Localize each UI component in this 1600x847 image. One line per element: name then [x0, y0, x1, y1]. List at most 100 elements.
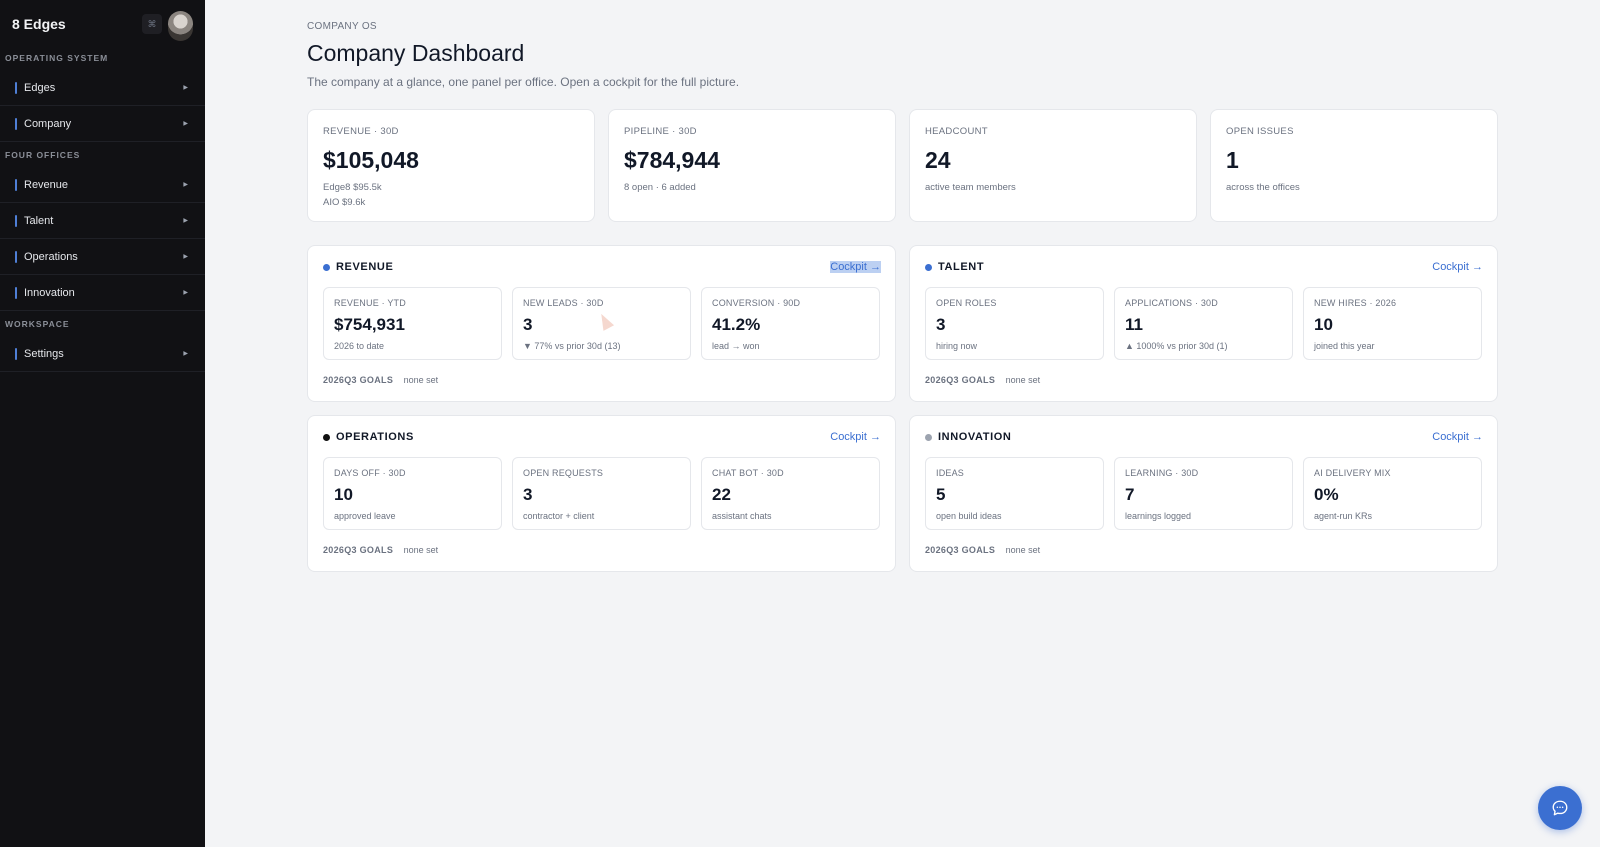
nav-accent-bar [15, 347, 17, 360]
app-name[interactable]: 8 Edges [12, 16, 66, 32]
cockpit-link-operations[interactable]: Cockpit → [830, 431, 881, 443]
metric-card[interactable]: NEW HIRES · 2026 10 joined this year [1303, 287, 1482, 360]
metric-card[interactable]: APPLICATIONS · 30D 11 ▲ 1000% vs prior 3… [1114, 287, 1293, 360]
stat-card-open-issues[interactable]: OPEN ISSUES 1 across the offices [1210, 109, 1498, 222]
stat-label: OPEN ISSUES [1226, 126, 1294, 137]
chevron-right-icon: ▶ [183, 182, 188, 188]
stat-value: 24 [925, 147, 951, 173]
metric-value: 0% [1314, 485, 1339, 504]
sidebar-item-company[interactable]: Company ▶ [0, 106, 205, 142]
metric-card[interactable]: AI DELIVERY MIX 0% agent-run KRs [1303, 457, 1482, 530]
metric-label: REVENUE · YTD [334, 298, 406, 308]
nav-accent-bar [15, 81, 17, 94]
metric-value: 10 [334, 485, 353, 504]
chevron-right-icon: ▶ [183, 290, 188, 296]
metric-sub: ▼ 77% vs prior 30d (13) [523, 341, 621, 351]
stat-label: HEADCOUNT [925, 126, 988, 137]
metric-sub: lead → won [712, 341, 760, 351]
metric-value: 3 [523, 485, 533, 504]
status-dot [925, 263, 932, 271]
section-label-operating-system: OPERATING SYSTEM [5, 53, 109, 63]
panel-operations: OPERATIONS Cockpit → DAYS OFF · 30D 10 a… [307, 415, 896, 572]
page-subtitle: The company at a glance, one panel per o… [307, 75, 740, 89]
metric-card[interactable]: DAYS OFF · 30D 10 approved leave [323, 457, 502, 530]
sidebar-item-label: Settings [24, 347, 64, 360]
sidebar-item-edges[interactable]: Edges ▶ [0, 70, 205, 106]
metric-card[interactable]: CHAT BOT · 30D 22 assistant chats [701, 457, 880, 530]
goals-row: 2026Q3 GOALS none set [323, 545, 438, 555]
stat-card-headcount[interactable]: HEADCOUNT 24 active team members [909, 109, 1197, 222]
status-dot [925, 433, 932, 441]
metric-value: 7 [1125, 485, 1135, 504]
metric-value: $754,931 [334, 315, 405, 334]
sidebar-item-operations[interactable]: Operations ▶ [0, 239, 205, 275]
metric-card[interactable]: CONVERSION · 90D 41.2% lead → won [701, 287, 880, 360]
cockpit-link-talent[interactable]: Cockpit → [1432, 261, 1483, 273]
goals-value: none set [403, 375, 439, 385]
metric-label: CONVERSION · 90D [712, 298, 801, 308]
goals-value: none set [1005, 545, 1041, 555]
metric-value: 41.2% [712, 315, 761, 334]
stat-value: 1 [1226, 147, 1239, 173]
status-dot [323, 433, 330, 441]
section-label-four-offices: FOUR OFFICES [5, 150, 81, 160]
panel-innovation: INNOVATION Cockpit → IDEAS 5 open build … [909, 415, 1498, 572]
sidebar-item-label: Revenue [24, 178, 69, 191]
sidebar-item-label: Edges [24, 81, 56, 94]
metric-sub: learnings logged [1125, 511, 1192, 521]
sidebar-item-label: Company [24, 117, 72, 130]
chevron-right-icon: ▶ [183, 218, 188, 224]
metric-card[interactable]: NEW LEADS · 30D 3 ▼ 77% vs prior 30d (13… [512, 287, 691, 360]
panel-title: OPERATIONS [336, 431, 414, 443]
metric-label: IDEAS [936, 468, 965, 478]
chat-button[interactable] [1538, 786, 1582, 830]
sidebar-header: 8 Edges ⌘ [0, 0, 205, 48]
panel-title: TALENT [938, 261, 985, 273]
nav-accent-bar [15, 250, 17, 263]
chevron-right-icon: ▶ [183, 121, 188, 127]
metric-card[interactable]: LEARNING · 30D 7 learnings logged [1114, 457, 1293, 530]
goals-label: 2026Q3 GOALS [925, 545, 996, 555]
metric-sub: 2026 to date [334, 341, 385, 351]
sidebar-item-settings[interactable]: Settings ▶ [0, 336, 205, 372]
stat-card-revenue[interactable]: REVENUE · 30D $105,048 Edge8 $95.5k AIO … [307, 109, 595, 222]
sidebar-item-talent[interactable]: Talent ▶ [0, 203, 205, 239]
panel-revenue: REVENUE Cockpit → REVENUE · YTD $754,931… [307, 245, 896, 402]
page-title: Company Dashboard [307, 40, 525, 66]
metric-sub: contractor + client [523, 511, 595, 521]
metric-value: 3 [936, 315, 946, 334]
stat-value: $784,944 [624, 147, 720, 173]
sidebar-item-label: Operations [24, 250, 78, 263]
sidebar-item-revenue[interactable]: Revenue ▶ [0, 167, 205, 203]
metric-sub: joined this year [1314, 341, 1375, 351]
panel-header: REVENUE [323, 261, 393, 273]
sidebar-item-innovation[interactable]: Innovation ▶ [0, 275, 205, 311]
stat-label: REVENUE · 30D [323, 126, 399, 137]
cockpit-link-revenue[interactable]: Cockpit → [830, 261, 881, 273]
metric-card[interactable]: REVENUE · YTD $754,931 2026 to date [323, 287, 502, 360]
panel-title: INNOVATION [938, 431, 1012, 443]
stat-sub: active team members [925, 182, 1016, 193]
stat-sub: AIO $9.6k [323, 197, 366, 208]
sidebar: 8 Edges ⌘ OPERATING SYSTEM Edges ▶ Compa… [0, 0, 205, 847]
metric-card[interactable]: IDEAS 5 open build ideas [925, 457, 1104, 530]
cockpit-link-innovation[interactable]: Cockpit → [1432, 431, 1483, 443]
panel-header: INNOVATION [925, 431, 1011, 443]
stat-card-pipeline[interactable]: PIPELINE · 30D $784,944 8 open · 6 added [608, 109, 896, 222]
metric-label: DAYS OFF · 30D [334, 468, 406, 478]
stat-sub: across the offices [1226, 182, 1300, 193]
metric-card[interactable]: OPEN REQUESTS 3 contractor + client [512, 457, 691, 530]
metric-label: CHAT BOT · 30D [712, 468, 784, 478]
goals-label: 2026Q3 GOALS [323, 375, 394, 385]
metric-sub: approved leave [334, 511, 396, 521]
goals-label: 2026Q3 GOALS [323, 545, 394, 555]
metric-card[interactable]: OPEN ROLES 3 hiring now [925, 287, 1104, 360]
panel-talent: TALENT Cockpit → OPEN ROLES 3 hiring now… [909, 245, 1498, 402]
metric-value: 3 [523, 315, 533, 334]
avatar[interactable] [168, 11, 193, 41]
panel-title: REVENUE [336, 261, 394, 273]
goals-value: none set [1005, 375, 1041, 385]
command-icon[interactable]: ⌘ [142, 14, 162, 34]
metric-label: APPLICATIONS · 30D [1125, 298, 1218, 308]
sidebar-item-label: Talent [24, 214, 54, 227]
